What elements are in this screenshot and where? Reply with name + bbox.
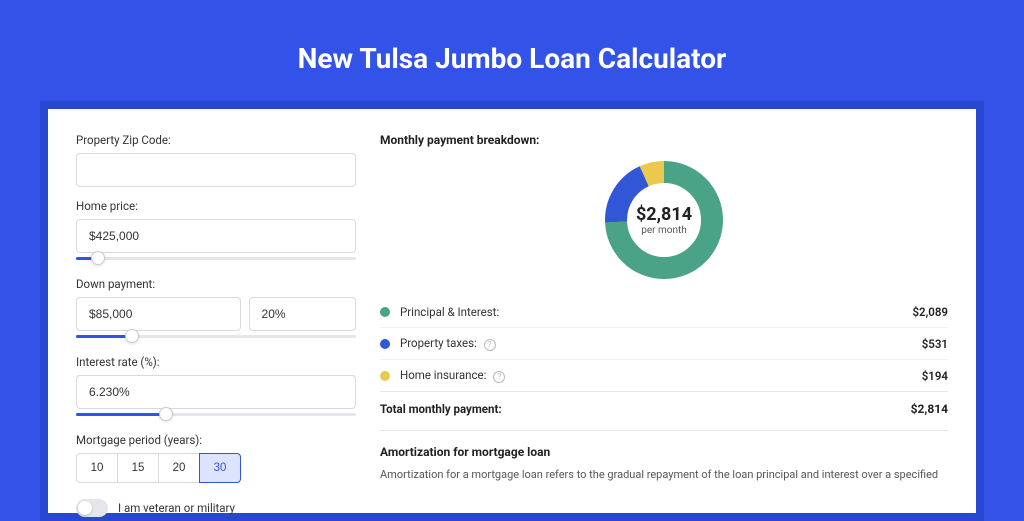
home-price-input[interactable] [76, 219, 356, 253]
down-payment-pct-input[interactable] [249, 297, 356, 331]
period-button-30[interactable]: 30 [199, 453, 241, 483]
total-value: $2,814 [911, 402, 948, 416]
total-label: Total monthly payment: [380, 402, 911, 416]
zip-input[interactable] [76, 153, 356, 187]
period-button-10[interactable]: 10 [76, 453, 118, 483]
legend-value: $531 [922, 337, 948, 351]
home-price-field-group: Home price: [76, 199, 356, 265]
legend-label: Home insurance: ? [400, 368, 922, 383]
donut-sub-label: per month [636, 225, 692, 236]
down-payment-input[interactable] [76, 297, 241, 331]
period-button-20[interactable]: 20 [158, 453, 200, 483]
mortgage-period-label: Mortgage period (years): [76, 433, 356, 447]
legend-row: Property taxes: ?$531 [380, 328, 948, 360]
donut-amount: $2,814 [636, 204, 692, 225]
donut-chart: $2,814 per month [603, 159, 725, 281]
interest-rate-label: Interest rate (%): [76, 355, 356, 369]
legend-row: Home insurance: ?$194 [380, 360, 948, 391]
form-column: Property Zip Code: Home price: Down paym… [76, 133, 356, 513]
interest-rate-input[interactable] [76, 375, 356, 409]
zip-field-group: Property Zip Code: [76, 133, 356, 187]
down-payment-slider[interactable] [76, 329, 356, 343]
legend-dot-icon [380, 339, 390, 349]
legend-value: $2,089 [912, 305, 948, 319]
calculator-panel: Property Zip Code: Home price: Down paym… [48, 109, 976, 513]
veteran-toggle-row: I am veteran or military [76, 499, 356, 517]
legend-label: Property taxes: ? [400, 336, 922, 351]
amortization-title: Amortization for mortgage loan [380, 445, 948, 459]
mortgage-period-field-group: Mortgage period (years): 10152030 [76, 433, 356, 483]
mortgage-period-buttons: 10152030 [76, 453, 356, 483]
results-column: Monthly payment breakdown: $2,814 per mo… [356, 133, 948, 513]
breakdown-title: Monthly payment breakdown: [380, 133, 948, 147]
legend-dot-icon [380, 371, 390, 381]
info-icon[interactable]: ? [493, 371, 505, 383]
donut-chart-wrap: $2,814 per month [380, 155, 948, 291]
legend-row: Principal & Interest:$2,089 [380, 297, 948, 328]
veteran-label: I am veteran or military [118, 501, 235, 515]
zip-label: Property Zip Code: [76, 133, 356, 147]
legend-label: Principal & Interest: [400, 305, 912, 319]
donut-center: $2,814 per month [636, 204, 692, 236]
amortization-text: Amortization for a mortgage loan refers … [380, 467, 948, 484]
legend: Principal & Interest:$2,089Property taxe… [380, 297, 948, 391]
home-price-label: Home price: [76, 199, 356, 213]
interest-rate-slider[interactable] [76, 407, 356, 421]
period-button-15[interactable]: 15 [117, 453, 159, 483]
page-title: New Tulsa Jumbo Loan Calculator [0, 0, 1024, 101]
home-price-slider[interactable] [76, 251, 356, 265]
down-payment-label: Down payment: [76, 277, 356, 291]
veteran-toggle[interactable] [76, 499, 108, 517]
legend-value: $194 [922, 369, 948, 383]
interest-rate-field-group: Interest rate (%): [76, 355, 356, 421]
info-icon[interactable]: ? [484, 339, 496, 351]
legend-dot-icon [380, 307, 390, 317]
calculator-outer: Property Zip Code: Home price: Down paym… [40, 101, 984, 521]
total-row: Total monthly payment: $2,814 [380, 391, 948, 430]
toggle-knob-icon [78, 501, 92, 515]
down-payment-field-group: Down payment: [76, 277, 356, 343]
amortization-section: Amortization for mortgage loan Amortizat… [380, 430, 948, 484]
